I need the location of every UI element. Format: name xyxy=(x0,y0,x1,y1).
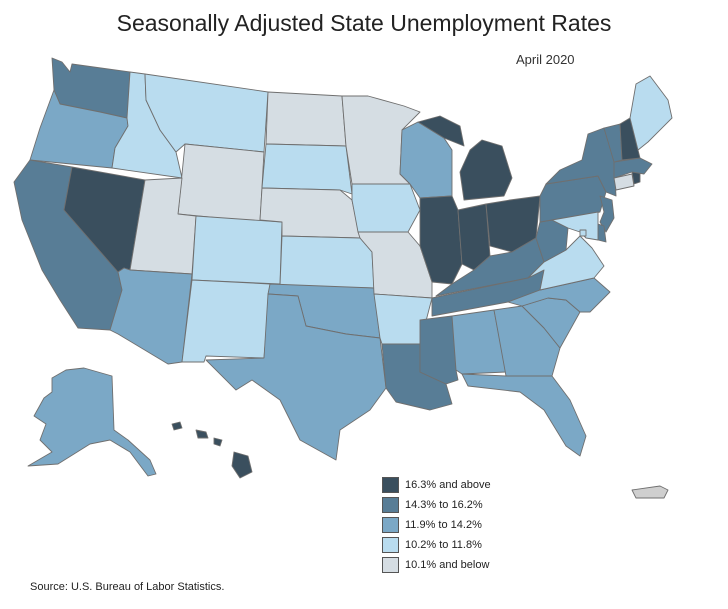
state-ME[interactable] xyxy=(629,75,673,151)
legend-swatch xyxy=(382,477,399,493)
state-MD[interactable] xyxy=(551,211,599,241)
legend-label: 11.9% to 14.2% xyxy=(405,519,482,531)
state-IA[interactable] xyxy=(351,183,421,233)
legend-swatch xyxy=(382,517,399,533)
state-AK[interactable] xyxy=(27,367,157,477)
state-HI[interactable] xyxy=(171,421,253,479)
legend-item: 16.3% and above xyxy=(382,475,491,495)
state-FL[interactable] xyxy=(461,373,587,457)
legend-item: 10.1% and below xyxy=(382,555,491,575)
state-CO[interactable] xyxy=(191,215,283,285)
legend-label: 16.3% and above xyxy=(405,479,491,491)
legend-label: 10.1% and below xyxy=(405,559,490,571)
state-NM[interactable] xyxy=(181,279,271,363)
state-TX[interactable] xyxy=(205,293,387,461)
state-AZ[interactable] xyxy=(109,267,193,365)
legend-swatch xyxy=(382,537,399,553)
state-ND[interactable] xyxy=(265,91,347,147)
legend-item: 11.9% to 14.2% xyxy=(382,515,491,535)
legend-item: 10.2% to 11.8% xyxy=(382,535,491,555)
state-WY[interactable] xyxy=(177,143,265,223)
legend-label: 14.3% to 16.2% xyxy=(405,499,483,511)
state-DC[interactable] xyxy=(579,229,587,237)
legend-swatch xyxy=(382,557,399,573)
state-CT[interactable] xyxy=(613,173,635,191)
state-SD[interactable] xyxy=(261,143,353,195)
state-NH[interactable] xyxy=(619,117,641,161)
state-NJ[interactable] xyxy=(599,195,615,233)
map-subtitle: April 2020 xyxy=(516,52,575,67)
legend-swatch xyxy=(382,497,399,513)
legend-item: 14.3% to 16.2% xyxy=(382,495,491,515)
map-legend: 16.3% and above 14.3% to 16.2% 11.9% to … xyxy=(382,475,491,575)
state-MS[interactable] xyxy=(419,315,459,385)
territory-PR[interactable] xyxy=(631,485,669,499)
source-note: Source: U.S. Bureau of Labor Statistics. xyxy=(30,581,225,593)
state-AL[interactable] xyxy=(451,309,507,375)
state-MI[interactable] xyxy=(417,115,513,201)
state-KS[interactable] xyxy=(279,235,375,289)
map-title: Seasonally Adjusted State Unemployment R… xyxy=(116,10,612,36)
legend-label: 10.2% to 11.8% xyxy=(405,539,482,551)
